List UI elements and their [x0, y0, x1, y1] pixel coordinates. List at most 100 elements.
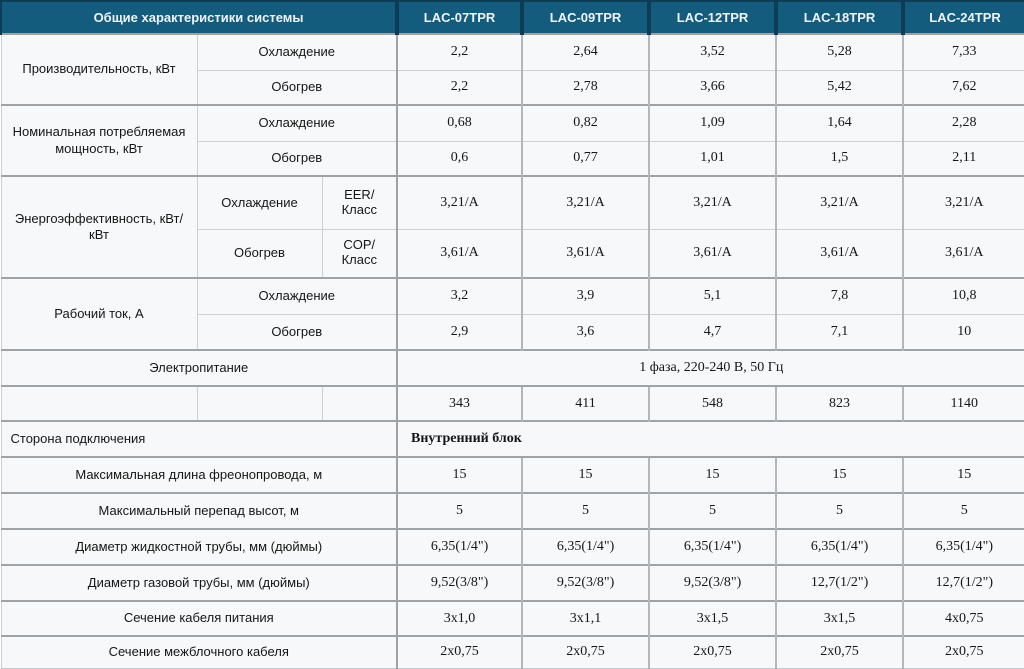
- spec-value-cell: 823: [775, 385, 904, 422]
- spec-value-cell: 15: [521, 456, 650, 494]
- table-row: Производительность, кВт Охлаждение 2,2 2…: [0, 33, 1024, 106]
- spec-value-cell: 5: [775, 492, 904, 530]
- spec-value-cell: 12,7(1/2"): [775, 564, 904, 602]
- metric-line: Класс: [341, 201, 377, 217]
- connection-side-value: Внутренний блок: [396, 420, 1024, 458]
- spec-value-cell: 2x0,75: [521, 635, 650, 669]
- metric-line: EER/: [344, 186, 375, 202]
- spec-value-cell: 3,21/A: [396, 175, 523, 230]
- spec-value-cell: 3x1,0: [396, 600, 523, 637]
- table-row: Максимальный перепад высот, м 5 5 5 5 5: [0, 492, 1024, 530]
- spec-value-cell: 2x0,75: [396, 635, 523, 669]
- table-row: Обогрев 2,2 2,78 3,66 5,42 7,62: [1, 69, 1024, 106]
- spec-value-cell: 3x1,1: [521, 600, 650, 637]
- spec-value-cell: 6,35(1/4"): [775, 528, 904, 566]
- table-row: Максимальная длина фреонопровода, м 15 1…: [0, 456, 1024, 494]
- table-row: Обогрев COP/ Класс 3,61/A 3,61/A 3,61/A …: [1, 228, 1024, 279]
- spec-value-cell: 1140: [902, 385, 1024, 422]
- spec-value-cell: 10,8: [902, 277, 1024, 315]
- spec-value-cell: 3,21/A: [902, 175, 1024, 230]
- spec-value-cell: 2,28: [902, 104, 1024, 142]
- spec-sub-label: Обогрев: [196, 313, 398, 351]
- spec-value-cell: 5: [521, 492, 650, 530]
- spec-sub-label: Охлаждение: [196, 277, 398, 315]
- spec-sub-label: Охлаждение: [196, 104, 398, 142]
- spec-value-cell: 15: [396, 456, 523, 494]
- spec-value-cell: 7,1: [775, 313, 904, 351]
- spec-value-cell: 3,2: [396, 277, 523, 315]
- spec-value-cell: 3,61/A: [648, 228, 777, 279]
- spec-row-label: Сечение кабеля питания: [0, 600, 398, 637]
- spec-value-cell: 3,61/A: [521, 228, 650, 279]
- spec-value-cell: 4x0,75: [902, 600, 1024, 637]
- spec-value-cell: 6,35(1/4"): [521, 528, 650, 566]
- spec-value-cell: 2x0,75: [775, 635, 904, 669]
- model-column-header: LAC-24TPR: [901, 0, 1024, 35]
- spec-value-cell: 3,21/A: [521, 175, 650, 230]
- spec-value-cell: 5: [396, 492, 523, 530]
- spec-value-cell: 0,6: [396, 140, 523, 177]
- spec-sub-label: Обогрев: [196, 228, 323, 279]
- spec-value-cell: 3,6: [521, 313, 650, 351]
- spec-value-cell: 6,35(1/4"): [648, 528, 777, 566]
- table-row: Диаметр газовой трубы, мм (дюймы) 9,52(3…: [0, 564, 1024, 602]
- spec-value-cell: 6,35(1/4"): [902, 528, 1024, 566]
- spec-value-cell: 15: [775, 456, 904, 494]
- spec-value-cell: 0,77: [521, 140, 650, 177]
- spec-row-label: Максимальный перепад высот, м: [0, 492, 398, 530]
- spec-sub-label: Обогрев: [196, 69, 398, 106]
- spec-value-cell: 3,9: [521, 277, 650, 315]
- spec-value-cell: 2,2: [396, 33, 523, 71]
- table-row: Сторона подключения Внутренний блок: [0, 420, 1024, 458]
- spec-value-cell: 2,78: [521, 69, 650, 106]
- spec-value-cell: 4,7: [648, 313, 777, 351]
- spec-value-cell: 15: [902, 456, 1024, 494]
- spec-value-cell: 1,01: [648, 140, 777, 177]
- power-supply-value: 1 фаза, 220-240 В, 50 Гц: [396, 349, 1024, 387]
- spec-value-cell: 2,2: [396, 69, 523, 106]
- empty-label-cell: [0, 385, 198, 422]
- spec-value-cell: 5,28: [775, 33, 904, 71]
- model-column-header: LAC-12TPR: [647, 0, 777, 35]
- spec-value-cell: 2,11: [902, 140, 1024, 177]
- spec-row-label: Максимальная длина фреонопровода, м: [0, 456, 398, 494]
- spec-group-label: Энергоэффективность, кВт/кВт: [0, 175, 198, 279]
- table-row: Сечение межблочного кабеля 2x0,75 2x0,75…: [0, 635, 1024, 669]
- spec-value-cell: 548: [648, 385, 777, 422]
- spec-value-cell: 2x0,75: [648, 635, 777, 669]
- spec-row-label: Электропитание: [0, 349, 398, 387]
- spec-value-cell: 9,52(3/8"): [648, 564, 777, 602]
- table-row: Энергоэффективность, кВт/кВт Охлаждение …: [0, 175, 1024, 279]
- spec-value-cell: 5,42: [775, 69, 904, 106]
- model-column-header: LAC-09TPR: [520, 0, 650, 35]
- spec-value-cell: 1,5: [775, 140, 904, 177]
- spec-sub-label: Охлаждение: [196, 175, 323, 230]
- table-row: 343 411 548 823 1140: [0, 385, 1024, 422]
- spec-metric-label: COP/ Класс: [321, 228, 398, 279]
- spec-sub-label: Обогрев: [196, 140, 398, 177]
- table-row: Электропитание 1 фаза, 220-240 В, 50 Гц: [0, 349, 1024, 387]
- spec-value-cell: 9,52(3/8"): [396, 564, 523, 602]
- spec-row-label: Диаметр жидкостной трубы, мм (дюймы): [0, 528, 398, 566]
- spec-group-label: Номинальная потребляемая мощность, кВт: [0, 104, 198, 177]
- spec-metric-label: EER/ Класс: [321, 175, 398, 230]
- spec-value-cell: 0,82: [521, 104, 650, 142]
- spec-value-cell: 15: [648, 456, 777, 494]
- table-header-row: Общие характеристики системы LAC-07TPR L…: [0, 0, 1024, 35]
- spec-value-cell: 3x1,5: [648, 600, 777, 637]
- spec-value-cell: 2,9: [396, 313, 523, 351]
- table-row: Рабочий ток, А Охлаждение 3,2 3,9 5,1 7,…: [0, 277, 1024, 351]
- spec-value-cell: 12,7(1/2"): [902, 564, 1024, 602]
- spec-value-cell: 3,61/A: [775, 228, 904, 279]
- spec-value-cell: 3,66: [648, 69, 777, 106]
- spec-value-cell: 5,1: [648, 277, 777, 315]
- spec-group-label: Рабочий ток, А: [0, 277, 198, 351]
- metric-line: COP/: [343, 237, 376, 253]
- spec-value-cell: 0,68: [396, 104, 523, 142]
- spec-value-cell: 5: [902, 492, 1024, 530]
- empty-label-cell: [196, 385, 323, 422]
- spec-group-label: Производительность, кВт: [0, 33, 198, 106]
- table-row: Обогрев 2,9 3,6 4,7 7,1 10: [1, 313, 1024, 351]
- empty-label-cell: [321, 385, 398, 422]
